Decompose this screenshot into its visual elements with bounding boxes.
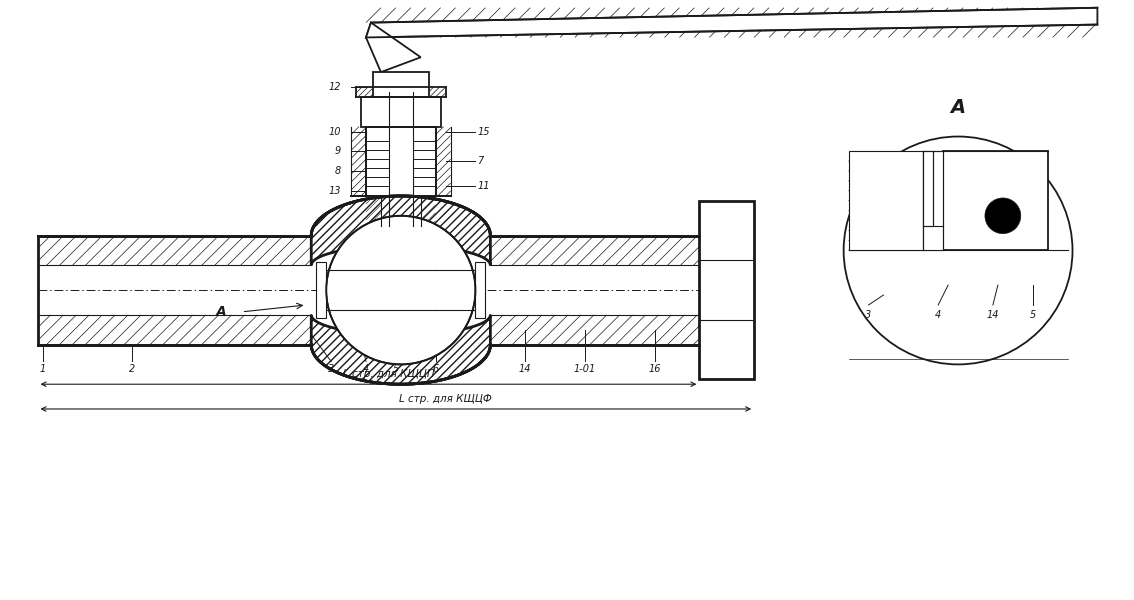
Text: 14: 14: [987, 310, 999, 320]
Text: 10: 10: [329, 127, 341, 137]
Text: 14: 14: [519, 364, 532, 374]
Bar: [923, 151, 933, 226]
Text: 11: 11: [477, 181, 490, 191]
Bar: [316, 262, 327, 318]
Text: 5: 5: [392, 364, 399, 374]
Text: 1-01: 1-01: [574, 364, 596, 374]
Bar: [700, 201, 754, 379]
Polygon shape: [366, 8, 1098, 37]
Circle shape: [985, 198, 1021, 233]
Polygon shape: [311, 315, 490, 384]
Text: 3: 3: [865, 310, 872, 320]
Text: 4: 4: [363, 364, 369, 374]
Text: 7: 7: [477, 156, 484, 166]
Text: 4: 4: [936, 310, 941, 320]
Text: 15: 15: [477, 127, 490, 137]
Bar: [361, 97, 441, 127]
Text: 5: 5: [1030, 310, 1035, 320]
Bar: [373, 72, 429, 97]
Polygon shape: [311, 196, 490, 265]
Bar: [475, 262, 485, 318]
Text: A: A: [217, 305, 227, 319]
Text: 1: 1: [40, 364, 45, 374]
Text: 13: 13: [329, 186, 341, 196]
Text: 12: 12: [329, 82, 341, 92]
Text: 8: 8: [335, 166, 341, 176]
Text: 16: 16: [649, 364, 661, 374]
Text: 2: 2: [129, 364, 135, 374]
Text: L стр. для КЩЦФ: L стр. для КЩЦФ: [399, 394, 492, 404]
Circle shape: [327, 216, 475, 364]
Circle shape: [844, 137, 1073, 364]
Text: A: A: [950, 98, 966, 117]
Text: L стр. для КЩЦП: L стр. для КЩЦП: [342, 369, 434, 379]
Polygon shape: [366, 23, 421, 72]
Bar: [923, 151, 943, 250]
Text: 6: 6: [432, 364, 439, 374]
Bar: [943, 151, 1048, 250]
Text: 9: 9: [335, 146, 341, 157]
Bar: [848, 151, 923, 250]
Text: 3: 3: [328, 364, 335, 374]
